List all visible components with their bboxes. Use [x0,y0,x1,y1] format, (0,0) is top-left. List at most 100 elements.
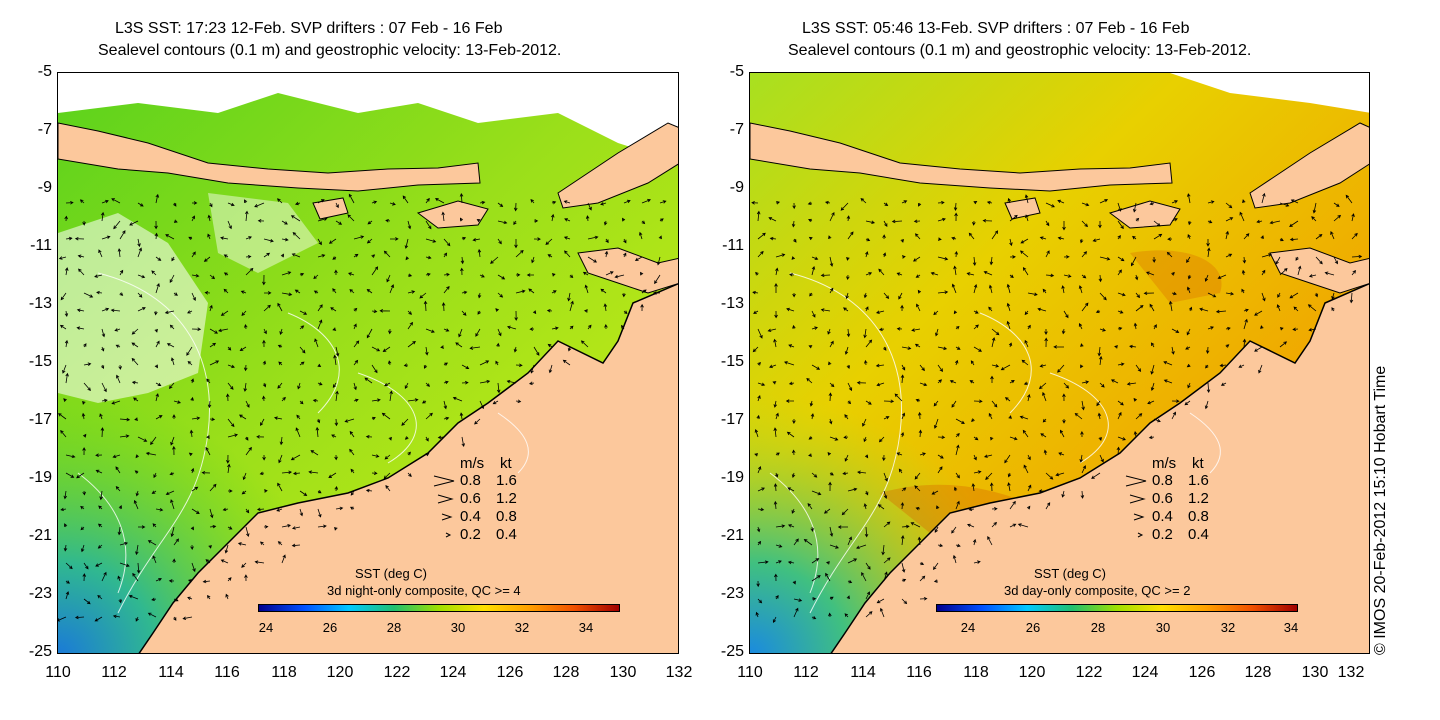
velocity-arrow [1314,292,1319,298]
velocity-arrow [111,400,121,405]
lon-tick: 112 [793,664,819,681]
lat-tick: -13 [28,295,52,312]
velocity-arrow [386,274,391,283]
velocity-arrow [1063,310,1069,319]
velocity-arrow [227,382,234,390]
arrow-icon [1137,532,1144,538]
velocity-arrow [1044,329,1048,336]
velocity-arrow [934,526,939,533]
velocity-arrow [811,364,821,370]
sst-map [749,72,1370,654]
legend-ms: 0.8 [460,472,481,489]
velocity-arrow [640,271,644,276]
velocity-arrow [425,255,432,260]
velocity-arrow [119,417,131,422]
velocity-arrow [548,364,553,374]
velocity-arrow [112,614,121,619]
lat-tick: -11 [30,237,52,254]
velocity-arrow [190,378,195,384]
velocity-arrow [809,400,814,407]
velocity-arrow [1261,192,1266,204]
velocity-arrow [829,382,835,388]
velocity-arrow [968,507,975,512]
velocity-arrow [97,544,103,549]
velocity-arrow [515,399,522,404]
velocity-arrow [966,272,975,276]
velocity-arrow [825,561,831,565]
velocity-arrow [60,292,67,301]
lat-tick: -15 [720,353,744,370]
velocity-arrow [192,201,198,205]
velocity-arrow [98,249,103,258]
velocity-arrow [317,304,323,312]
velocity-arrow [371,416,376,421]
velocity-arrow [1217,274,1227,279]
velocity-arrow [860,198,867,204]
velocity-arrow [188,452,193,456]
lat-tick: -9 [37,179,52,196]
velocity-arrow [279,328,283,335]
legend-kt: 1.2 [1188,490,1209,507]
velocity-arrow [460,267,464,276]
velocity-arrow [1058,452,1065,456]
velocity-arrow [245,255,252,259]
velocity-arrow [119,541,128,546]
velocity-arrow [1163,361,1173,366]
velocity-arrow [245,400,250,408]
lon-tick: 114 [850,664,876,681]
velocity-arrow [1063,382,1070,389]
velocity-arrow [1297,265,1302,276]
velocity-arrow [227,418,235,428]
velocity-arrow [882,234,886,240]
lon-tick: 128 [552,664,580,681]
velocity-arrow [898,468,903,474]
velocity-arrow [757,362,761,366]
velocity-arrow [1153,418,1161,423]
velocity-arrow [774,282,778,293]
velocity-arrow [901,412,906,420]
velocity-arrow [1008,342,1013,348]
velocity-arrow [82,400,86,405]
velocity-arrow [443,400,447,410]
velocity-arrow [1081,274,1087,279]
velocity-arrow [1099,199,1109,204]
velocity-arrow [769,236,777,241]
velocity-arrow [856,381,867,385]
velocity-arrow [64,310,69,318]
velocity-arrow [879,607,885,618]
colorbar-tick: 34 [1283,620,1299,635]
velocity-arrow [1006,320,1011,330]
velocity-arrow [83,292,94,298]
velocity-arrow [330,307,337,312]
velocity-arrow [1351,213,1355,222]
velocity-arrow [299,361,305,366]
velocity-arrow [1042,288,1047,294]
velocity-arrow [65,236,73,241]
velocity-arrow [1038,489,1047,493]
velocity-arrow [515,289,526,294]
velocity-arrow [1135,304,1144,312]
velocity-arrow [846,328,851,338]
velocity-arrow [811,616,817,620]
velocity-arrow [803,539,813,546]
velocity-arrow [260,418,265,427]
velocity-arrow [383,250,391,258]
velocity-arrow [757,250,764,258]
velocity-arrow [443,238,451,247]
velocity-arrow [1239,211,1245,222]
velocity-arrow [469,346,481,350]
velocity-arrow [407,220,412,230]
velocity-arrow [1293,306,1299,312]
velocity-arrow [477,292,482,299]
velocity-arrow [186,346,193,356]
lon-tick: 118 [271,664,297,681]
velocity-arrow [115,344,121,348]
velocity-arrow [865,251,869,258]
velocity-arrow [389,390,393,402]
velocity-arrow [63,398,67,402]
velocity-arrow [1324,271,1335,276]
velocity-arrow [901,255,906,259]
velocity-arrow [605,271,614,276]
velocity-arrow [137,247,142,258]
velocity-arrow [1020,238,1029,244]
